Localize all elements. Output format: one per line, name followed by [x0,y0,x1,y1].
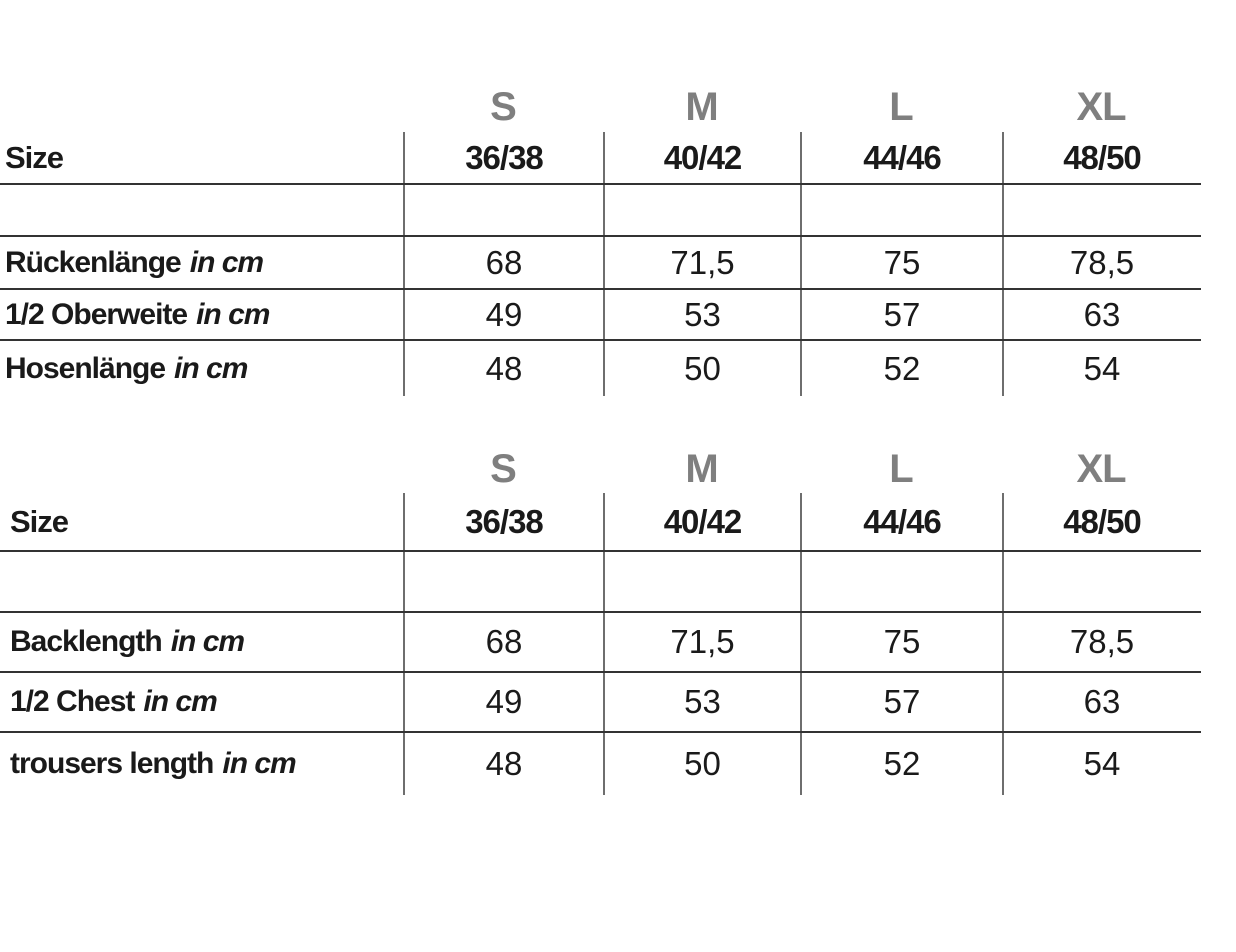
measurement-value: 68 [403,237,603,288]
empty-cell [603,552,800,611]
measurement-label: Hosenlänge in cm [0,341,403,396]
measurement-value: 49 [403,673,603,731]
measurement-value: 52 [800,733,1002,795]
measurement-row-trousers-de: Hosenlänge in cm 48 50 52 54 [0,341,1201,396]
empty-cell [800,552,1002,611]
size-value-s: 36/38 [403,493,603,550]
measurement-value: 50 [603,733,800,795]
size-letter-l: L [889,84,913,129]
spacer-row [0,185,1201,237]
size-value-l: 44/46 [800,132,1002,183]
measurement-name: 1/2 Oberweite [5,297,188,331]
size-letter-m: M [685,84,718,129]
measurement-value: 63 [1002,290,1200,339]
measurement-value: 50 [603,341,800,396]
empty-cell [0,185,403,235]
size-value-xl: 48/50 [1002,132,1200,183]
size-value-l: 44/46 [800,493,1002,550]
measurement-value: 78,5 [1002,237,1200,288]
measurement-value: 63 [1002,673,1200,731]
size-value-s: 36/38 [403,132,603,183]
measurement-label: 1/2 Oberweite in cm [0,290,403,339]
empty-cell [603,185,800,235]
unit-label: in cm [143,685,217,718]
measurement-value: 68 [403,613,603,671]
measurement-name: Hosenlänge [5,351,166,385]
empty-cell [403,552,603,611]
measurement-value: 78,5 [1002,613,1200,671]
unit-label: in cm [189,245,264,279]
measurement-value: 75 [800,237,1002,288]
unit-label: in cm [222,747,296,780]
measurement-value: 48 [403,733,603,795]
size-label: Size [10,503,69,539]
measurement-value: 71,5 [603,237,800,288]
unit-label: in cm [174,351,248,385]
measurement-value: 71,5 [603,613,800,671]
size-letter-xl: XL [1076,447,1126,491]
letters-row-spacer [0,446,403,493]
size-chart-german: S M L XL Size 36/38 40/42 44/46 48/50 Rü… [0,82,1201,396]
empty-cell [800,185,1002,235]
empty-cell [403,185,603,235]
size-value-m: 40/42 [603,493,800,550]
size-value-xl: 48/50 [1002,493,1200,550]
measurement-row-backlength-en: Backlength in cm 68 71,5 75 78,5 [0,613,1201,673]
unit-label: in cm [196,297,270,331]
measurement-value: 57 [800,290,1002,339]
measurement-row-trousers-en: trousers length in cm 48 50 52 54 [0,733,1201,795]
measurement-value: 57 [800,673,1002,731]
measurement-row-backlength-de: Rückenlänge in cm 68 71,5 75 78,5 [0,237,1201,290]
size-letter-l: L [889,447,913,491]
size-letters-row: S M L XL [0,446,1201,493]
measurement-value: 49 [403,290,603,339]
measurement-name: 1/2 Chest [10,685,135,718]
size-numbers-row: Size 36/38 40/42 44/46 48/50 [0,132,1201,185]
size-value-m: 40/42 [603,132,800,183]
measurement-name: Rückenlänge [5,245,182,279]
measurement-value: 48 [403,341,603,396]
measurement-name: trousers length [10,747,214,780]
size-letter-s: S [490,447,517,491]
measurement-label: 1/2 Chest in cm [0,673,403,731]
empty-cell [0,552,403,611]
measurement-value: 53 [603,290,800,339]
size-letters-row: S M L XL [0,82,1201,132]
measurement-row-chest-en: 1/2 Chest in cm 49 53 57 63 [0,673,1201,733]
measurement-label: trousers length in cm [0,733,403,795]
measurement-row-chest-de: 1/2 Oberweite in cm 49 53 57 63 [0,290,1201,341]
letters-row-spacer [0,82,403,132]
measurement-label: Rückenlänge in cm [0,237,403,288]
empty-cell [1002,185,1200,235]
measurement-value: 54 [1002,341,1200,396]
spacer-row [0,552,1201,613]
size-numbers-row: Size 36/38 40/42 44/46 48/50 [0,493,1201,552]
size-chart-english: S M L XL Size 36/38 40/42 44/46 48/50 Ba… [0,446,1201,795]
measurement-name: Backlength [10,625,163,658]
measurement-value: 54 [1002,733,1200,795]
size-letter-s: S [490,84,517,129]
size-letter-xl: XL [1076,84,1126,129]
size-label: Size [5,139,64,175]
measurement-value: 75 [800,613,1002,671]
empty-cell [1002,552,1200,611]
size-letter-m: M [685,447,718,491]
measurement-label: Backlength in cm [0,613,403,671]
measurement-value: 53 [603,673,800,731]
measurement-value: 52 [800,341,1002,396]
unit-label: in cm [170,625,245,658]
